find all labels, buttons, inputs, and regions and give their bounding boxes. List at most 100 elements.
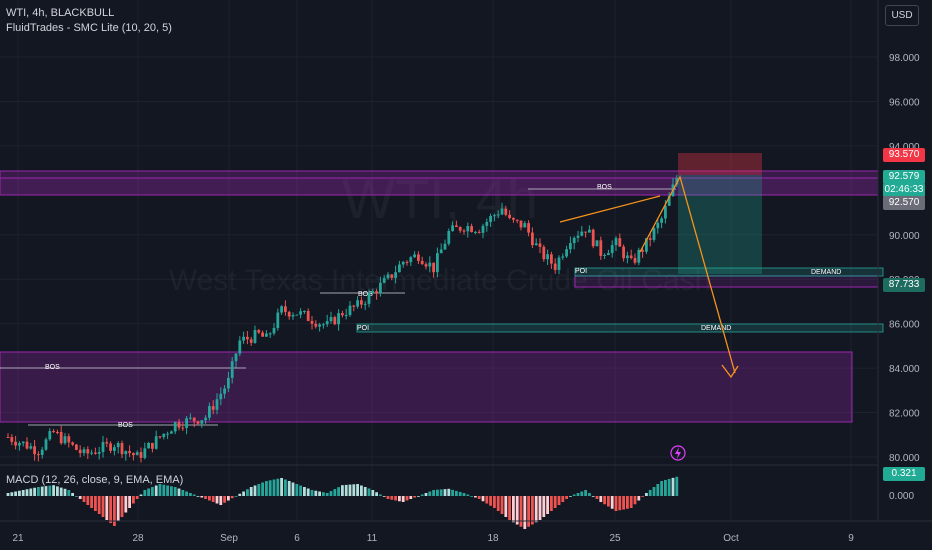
macd-bar (280, 478, 283, 496)
candle-body (204, 417, 207, 421)
macd-bar (272, 479, 276, 496)
candle-body (626, 255, 629, 259)
demand-label-2: DEMAND (701, 325, 731, 332)
macd-bar (189, 493, 192, 496)
candle-body (337, 313, 340, 325)
candle-body (14, 441, 17, 446)
candle-body (272, 328, 276, 334)
macd-bar (67, 490, 71, 496)
candle-body (59, 431, 63, 444)
candle-body (21, 441, 25, 444)
macd-bar (572, 494, 576, 496)
candle-body (265, 333, 268, 337)
macd-bar (656, 484, 660, 496)
macd-bar (356, 484, 359, 496)
macd-bar (580, 491, 584, 496)
candle-body (230, 361, 234, 378)
macd-bar (360, 485, 363, 496)
candle-body (246, 336, 249, 340)
candle-body (352, 305, 356, 307)
candle-body (591, 229, 595, 247)
macd-bar (417, 496, 420, 497)
candle-body (291, 315, 295, 317)
lightning-icon[interactable] (670, 445, 686, 461)
projection-arrow-head (721, 364, 739, 379)
candle-body (618, 238, 622, 247)
candle-body (508, 214, 511, 219)
candle-body (154, 436, 158, 449)
indicator-title[interactable]: FluidTrades - SMC Lite (10, 20, 5) (6, 22, 172, 34)
macd-bar (181, 490, 185, 496)
macd-bar (451, 489, 454, 496)
macd-bar (622, 496, 625, 510)
candle-body (633, 257, 637, 263)
candle-body (595, 240, 599, 247)
macd-bar (610, 496, 614, 509)
macd-bar (52, 485, 55, 496)
candle-body (493, 215, 496, 217)
x-tick-label: 9 (848, 533, 854, 544)
candle-body (135, 452, 139, 456)
macd-bar (405, 496, 409, 501)
currency-button[interactable]: USD (885, 5, 919, 26)
macd-bar (139, 494, 143, 496)
candle-body (462, 230, 466, 232)
x-tick-label: 21 (12, 533, 24, 544)
candle-body (474, 231, 477, 233)
macd-bar (306, 488, 310, 496)
macd-bar (390, 496, 394, 500)
candle-body (333, 317, 337, 325)
macd-bar (508, 496, 511, 520)
macd-bar (265, 481, 268, 496)
macd-bar (257, 484, 261, 496)
demand-zone-large (0, 351, 853, 423)
macd-bar (667, 478, 671, 496)
macd-bar (500, 496, 504, 514)
candle-body (158, 436, 162, 438)
macd-bar (196, 496, 200, 497)
macd-bar (154, 485, 158, 496)
macd-bar (337, 487, 340, 496)
prev-price-label: 92.570 (883, 196, 925, 210)
candle-body (303, 310, 306, 312)
candle-body (56, 431, 59, 433)
macd-bar (329, 491, 333, 496)
macd-title[interactable]: MACD (12, 26, close, 9, EMA, EMA) (6, 474, 184, 486)
x-tick-label: 18 (487, 533, 499, 544)
macd-bar (352, 484, 356, 496)
position-target-area (678, 175, 762, 274)
candle-body (325, 321, 329, 325)
macd-bar (287, 481, 291, 496)
candle-body (314, 323, 318, 327)
candle-body (417, 254, 420, 261)
candle-body (90, 452, 93, 454)
candle-body (667, 196, 671, 206)
watermark-description: West Texas Intermediate Crude Oil Cash (169, 264, 711, 297)
demand-zone-lower (356, 323, 884, 333)
macd-bar (59, 487, 63, 496)
macd-bar (626, 496, 629, 509)
candle-body (515, 219, 519, 221)
macd-bar (629, 496, 633, 508)
last-price-label: 92.579 (883, 170, 925, 184)
candle-body (318, 324, 321, 327)
demand-label-1: DEMAND (811, 269, 841, 276)
macd-bar (603, 496, 606, 505)
symbol-title[interactable]: WTI, 4h, BLACKBULL (6, 7, 115, 19)
macd-bar (675, 476, 679, 496)
macd-bar (462, 493, 466, 496)
macd-bar (200, 496, 204, 498)
macd-bar (379, 494, 382, 496)
macd-bar (97, 496, 101, 514)
macd-bar (485, 496, 489, 504)
candle-body (139, 452, 143, 458)
candle-body (534, 243, 538, 246)
macd-bar (648, 490, 652, 496)
macd-bar (135, 496, 139, 499)
macd-bar (94, 496, 97, 511)
candle-body (37, 454, 40, 456)
macd-bar (458, 491, 462, 496)
macd-bar (409, 496, 413, 499)
candle-body (162, 433, 166, 438)
